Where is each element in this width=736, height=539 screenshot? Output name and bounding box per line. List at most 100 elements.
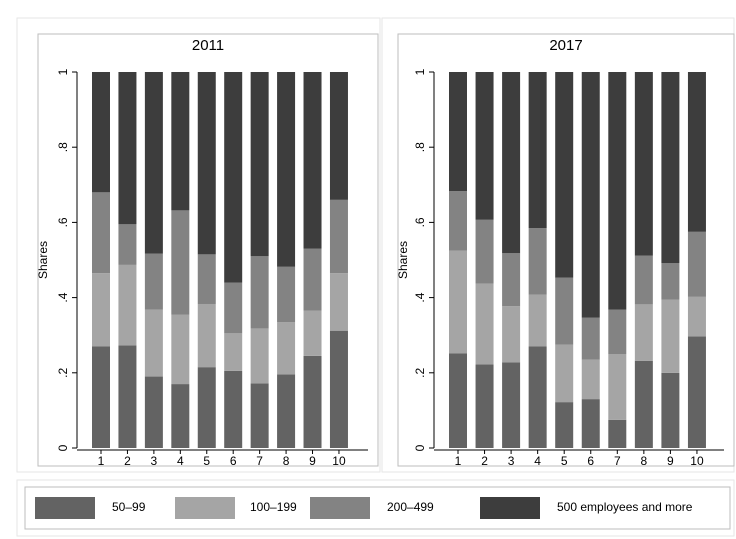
x-tick-label: 5	[561, 454, 568, 468]
bar-segment	[250, 256, 269, 329]
legend-label: 500 employees and more	[557, 500, 693, 514]
bar-segment	[634, 255, 653, 305]
x-tick-label: 5	[203, 454, 210, 468]
x-tick-label: 2	[124, 454, 131, 468]
bar-segment	[144, 253, 163, 310]
bar-segment	[224, 72, 243, 283]
x-tick-label: 7	[256, 454, 263, 468]
y-axis-label: Shares	[396, 241, 410, 279]
bar-segment	[277, 322, 296, 375]
bar-segment	[634, 360, 653, 448]
bar-segment	[144, 72, 163, 254]
bar-segment	[329, 330, 348, 448]
bar-segment	[329, 273, 348, 331]
bar-segment	[555, 402, 574, 448]
legend-label: 50–99	[112, 500, 146, 514]
bar-segment	[687, 336, 706, 448]
x-tick-label: 3	[508, 454, 515, 468]
x-tick-label: 1	[98, 454, 105, 468]
bar-segment	[661, 72, 680, 264]
y-tick-label: .2	[56, 367, 70, 377]
bar-segment	[197, 367, 216, 448]
bar-segment	[118, 72, 137, 225]
y-tick-label: .6	[413, 217, 427, 227]
bar-segment	[277, 374, 296, 448]
x-tick-label: 2	[481, 454, 488, 468]
bar-segment	[608, 309, 627, 354]
bar-segment	[634, 304, 653, 361]
bar-segment	[661, 372, 680, 448]
bar-segment	[502, 253, 521, 307]
x-tick-label: 10	[690, 454, 704, 468]
bar-segment	[329, 199, 348, 274]
bar-segment	[528, 346, 547, 448]
bar-segment	[528, 72, 547, 229]
bar-segment	[171, 314, 190, 385]
legend-box	[24, 486, 731, 530]
x-tick-label: 7	[614, 454, 621, 468]
bar-segment	[449, 72, 467, 192]
bar-segment	[329, 72, 348, 200]
y-tick-label: .8	[413, 142, 427, 152]
legend-swatch	[480, 497, 540, 519]
bar-segment	[144, 309, 163, 377]
y-tick-label: .6	[56, 217, 70, 227]
bar-segment	[250, 328, 269, 384]
y-tick-label: .4	[56, 292, 70, 302]
panel-title: 2017	[549, 37, 582, 54]
bar-segment	[608, 419, 627, 448]
y-tick-label: 1	[413, 68, 427, 75]
bar-segment	[608, 72, 627, 310]
legend-swatch	[175, 497, 235, 519]
legend-label: 200–499	[387, 500, 434, 514]
bar-segment	[555, 72, 574, 278]
bar-segment	[303, 72, 322, 249]
bar-segment	[634, 72, 653, 256]
bar-segment	[303, 355, 322, 448]
bar-segment	[92, 346, 110, 448]
x-tick-label: 4	[177, 454, 184, 468]
bar-segment	[197, 72, 216, 255]
bar-segment	[475, 283, 494, 365]
bar-segment	[528, 294, 547, 347]
y-tick-label: .8	[56, 142, 70, 152]
legend-label: 100–199	[250, 500, 297, 514]
y-tick-label: 1	[56, 68, 70, 75]
y-tick-label: .4	[413, 292, 427, 302]
bar-segment	[171, 72, 190, 211]
bar-segment	[502, 72, 521, 254]
bar-segment	[502, 362, 521, 448]
x-tick-label: 9	[667, 454, 674, 468]
bar-segment	[224, 282, 243, 334]
bar-segment	[555, 277, 574, 345]
bar-segment	[118, 224, 137, 265]
x-tick-label: 8	[283, 454, 290, 468]
panel-title: 2011	[192, 37, 224, 54]
bar-segment	[449, 191, 467, 251]
bar-segment	[581, 359, 600, 400]
y-axis-label: Shares	[36, 241, 50, 279]
x-tick-label: 8	[641, 454, 648, 468]
bar-segment	[581, 317, 600, 360]
bar-segment	[303, 310, 322, 356]
bar-segment	[277, 266, 296, 323]
bar-segment	[277, 72, 296, 267]
x-tick-label: 6	[587, 454, 594, 468]
bar-segment	[475, 72, 494, 220]
bar-segment	[250, 383, 269, 448]
bar-segment	[171, 384, 190, 448]
x-tick-label: 1	[455, 454, 462, 468]
bar-segment	[197, 254, 216, 304]
x-tick-label: 3	[151, 454, 158, 468]
bar-segment	[687, 231, 706, 297]
bar-segment	[502, 306, 521, 363]
y-tick-label: .2	[413, 367, 427, 377]
bar-segment	[581, 399, 600, 448]
bar-segment	[475, 364, 494, 448]
bar-segment	[661, 299, 680, 373]
x-tick-label: 4	[534, 454, 541, 468]
bar-segment	[224, 333, 243, 371]
bar-segment	[555, 344, 574, 403]
